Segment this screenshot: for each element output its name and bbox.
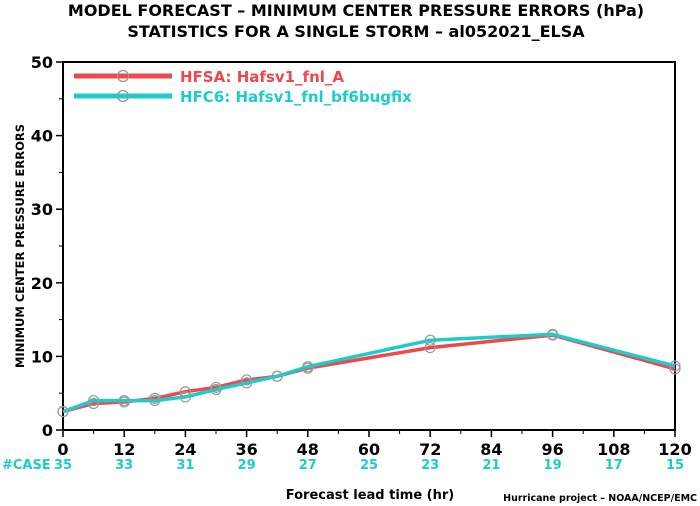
case-count: 33 [115,458,133,473]
case-count: 19 [544,458,562,473]
data-point [669,363,681,375]
case-count: 21 [482,458,500,473]
x-tick-label: 96 [541,440,563,459]
data-point [241,374,253,386]
data-point [424,341,436,354]
data-point [118,394,130,407]
case-count: 15 [666,458,684,473]
case-count: 31 [176,458,194,473]
y-tick-label: 50 [31,53,53,72]
data-point [271,370,283,382]
data-point [424,334,436,346]
case-count: 17 [605,458,623,473]
legend-label: HFC6: Hafsv1_fnl_bf6bugfix [180,88,412,106]
data-point [210,383,222,396]
legend-marker [116,69,130,83]
data-point [302,361,314,373]
series-layer [57,328,681,418]
series-line [62,332,676,414]
y-tick-label: 10 [31,347,53,366]
x-tick-label: 24 [174,440,196,459]
data-point [546,328,559,340]
x-tick-label: 84 [480,440,502,459]
x-tick-label: 36 [235,440,257,459]
x-tick-label: 12 [113,440,135,459]
chart-subtitle: STATISTICS FOR A SINGLE STORM – al052021… [127,22,585,41]
legend-label: HFSA: Hafsv1_fnl_A [180,68,344,86]
data-point [669,360,681,372]
x-tick-label: 120 [658,440,691,459]
axes: 0 12 24 36 48 60 72 84 96 108 120 0 10 20 30 40 50 [31,53,692,459]
y-axis-label: MINIMUM CENTER PRESSURE ERRORS [13,124,27,368]
data-point [149,394,161,407]
x-tick-label: 60 [358,440,380,459]
data-point [241,377,253,389]
y-tick-label: 20 [31,274,53,293]
plot-frame [62,61,676,431]
legend: HFSA: Hafsv1_fnl_A HFC6: Hafsv1_fnl_bf6bu… [74,68,412,106]
x-tick-label: 0 [57,440,68,459]
x-tick-label: 72 [419,440,441,459]
data-point [179,391,191,403]
case-count: 35 [54,458,72,473]
legend-marker [116,89,130,103]
data-point [87,394,100,407]
case-count: 25 [360,458,378,473]
y-tick-label: 0 [42,421,53,440]
case-count: 29 [238,458,256,473]
credit-text: Hurricane project – NOAA/NCEP/EMC [503,493,697,504]
case-counts: 35 33 31 29 27 25 23 21 19 17 15 [54,458,684,473]
data-point [57,406,69,418]
case-count: 23 [421,458,439,473]
x-tick-label: 48 [297,440,319,459]
case-count: 27 [299,458,317,473]
x-axis-label: Forecast lead time (hr) [286,488,454,503]
y-tick-label: 40 [31,127,53,146]
case-label: #CASE [2,458,51,473]
y-tick-label: 30 [31,200,53,219]
chart-title: MODEL FORECAST – MINIMUM CENTER PRESSURE… [68,1,644,20]
x-tick-label: 108 [597,440,630,459]
series-2 [57,328,681,418]
